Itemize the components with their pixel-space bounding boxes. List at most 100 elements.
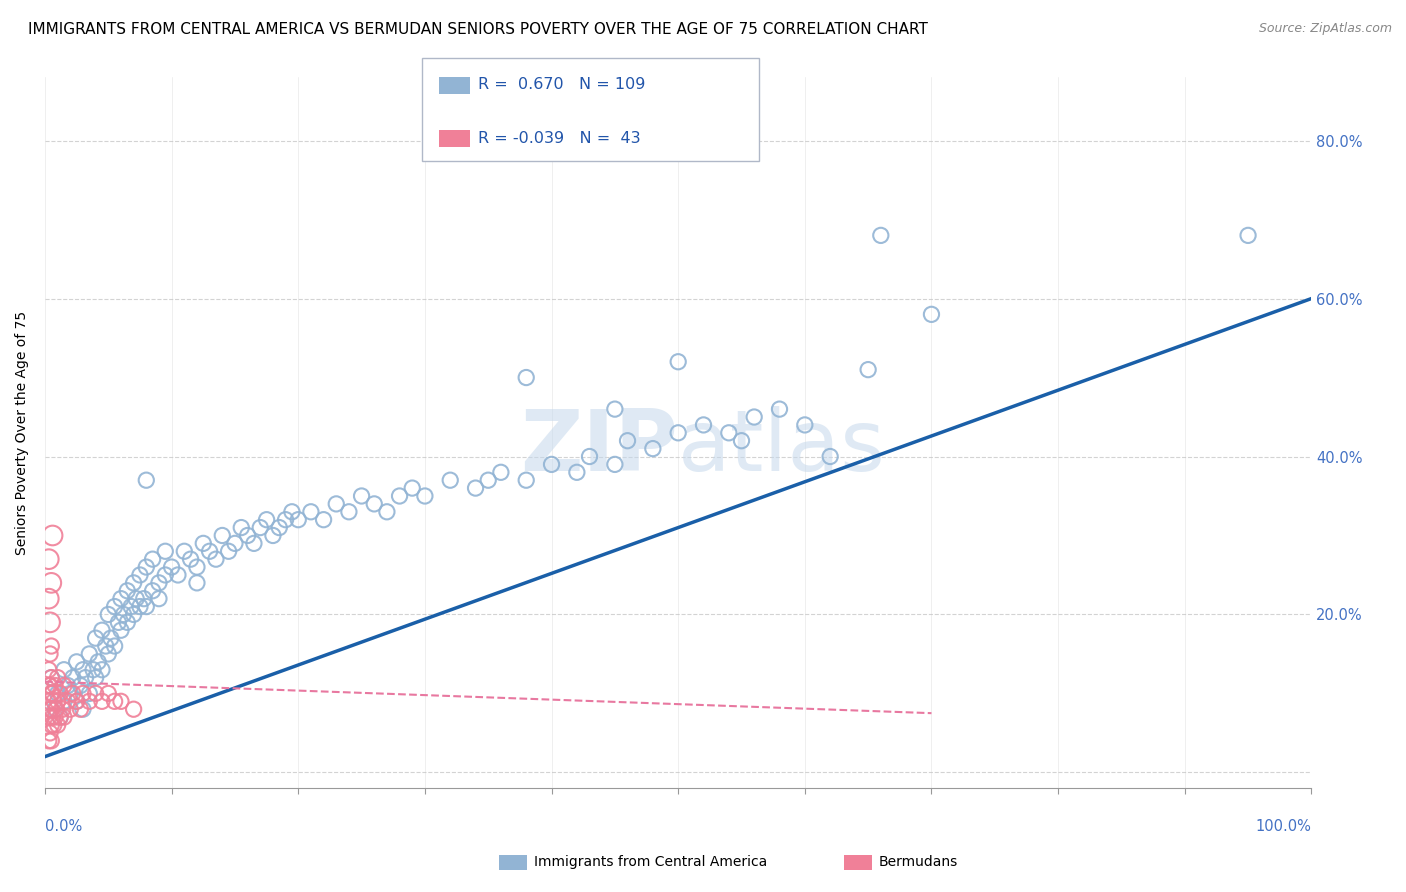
- Point: [52, 679, 75, 693]
- Point: [148, 575, 170, 590]
- Point: [198, 544, 221, 558]
- Point: [117, 615, 139, 630]
- Point: [337, 505, 360, 519]
- Point: [129, 568, 152, 582]
- Point: [224, 536, 246, 550]
- Point: [97, 647, 120, 661]
- Point: [100, 631, 122, 645]
- Point: [869, 228, 891, 243]
- Point: [692, 417, 714, 432]
- Point: [49, 710, 72, 724]
- Point: [39, 671, 62, 685]
- Point: [41, 528, 63, 542]
- Point: [52, 663, 75, 677]
- Point: [117, 583, 139, 598]
- Point: [540, 458, 562, 472]
- Point: [38, 591, 60, 606]
- Point: [38, 694, 60, 708]
- Text: 100.0%: 100.0%: [1256, 819, 1312, 834]
- Point: [46, 686, 69, 700]
- Point: [39, 639, 62, 653]
- Point: [666, 355, 689, 369]
- Point: [42, 718, 65, 732]
- Point: [205, 552, 228, 566]
- Point: [129, 599, 152, 614]
- Point: [104, 599, 127, 614]
- Point: [104, 694, 127, 708]
- Point: [45, 702, 67, 716]
- Point: [489, 465, 512, 479]
- Point: [742, 410, 765, 425]
- Point: [515, 370, 537, 384]
- Point: [52, 702, 75, 716]
- Point: [91, 624, 114, 638]
- Point: [52, 710, 75, 724]
- Point: [82, 663, 104, 677]
- Point: [269, 520, 291, 534]
- Point: [262, 528, 284, 542]
- Point: [236, 528, 259, 542]
- Point: [312, 513, 335, 527]
- Point: [38, 734, 60, 748]
- Point: [299, 505, 322, 519]
- Point: [72, 686, 94, 700]
- Point: [72, 663, 94, 677]
- Point: [603, 402, 626, 417]
- Text: Immigrants from Central America: Immigrants from Central America: [534, 855, 768, 869]
- Point: [666, 425, 689, 440]
- Text: IMMIGRANTS FROM CENTRAL AMERICA VS BERMUDAN SENIORS POVERTY OVER THE AGE OF 75 C: IMMIGRANTS FROM CENTRAL AMERICA VS BERMU…: [28, 22, 928, 37]
- Point: [79, 694, 101, 708]
- Text: atlas: atlas: [678, 406, 886, 489]
- Point: [477, 473, 499, 487]
- Point: [122, 575, 145, 590]
- Point: [38, 663, 60, 677]
- Text: 0.0%: 0.0%: [45, 819, 82, 834]
- Point: [180, 552, 202, 566]
- Point: [110, 694, 132, 708]
- Point: [97, 686, 120, 700]
- Point: [464, 481, 486, 495]
- Point: [578, 450, 600, 464]
- Point: [59, 702, 82, 716]
- Point: [44, 702, 66, 716]
- Point: [274, 513, 297, 527]
- Point: [39, 575, 62, 590]
- Point: [62, 671, 84, 685]
- Point: [104, 639, 127, 653]
- Point: [46, 671, 69, 685]
- Point: [66, 655, 89, 669]
- Point: [920, 307, 942, 321]
- Point: [122, 607, 145, 622]
- Point: [110, 591, 132, 606]
- Point: [39, 734, 62, 748]
- Point: [768, 402, 790, 417]
- Point: [41, 710, 63, 724]
- Point: [38, 710, 60, 724]
- Point: [132, 591, 155, 606]
- Point: [565, 465, 588, 479]
- Point: [193, 536, 215, 550]
- Point: [94, 639, 117, 653]
- Text: Source: ZipAtlas.com: Source: ZipAtlas.com: [1258, 22, 1392, 36]
- Point: [39, 702, 62, 716]
- Point: [66, 694, 89, 708]
- Point: [173, 544, 195, 558]
- Point: [717, 425, 740, 440]
- Point: [125, 591, 148, 606]
- Point: [69, 702, 91, 716]
- Point: [72, 702, 94, 716]
- Point: [350, 489, 373, 503]
- Point: [256, 513, 278, 527]
- Point: [135, 599, 157, 614]
- Point: [84, 671, 107, 685]
- Point: [375, 505, 398, 519]
- Point: [84, 631, 107, 645]
- Point: [38, 679, 60, 693]
- Point: [46, 718, 69, 732]
- Point: [603, 458, 626, 472]
- Text: Bermudans: Bermudans: [879, 855, 957, 869]
- Point: [87, 655, 110, 669]
- Point: [39, 718, 62, 732]
- Point: [66, 694, 89, 708]
- Point: [218, 544, 240, 558]
